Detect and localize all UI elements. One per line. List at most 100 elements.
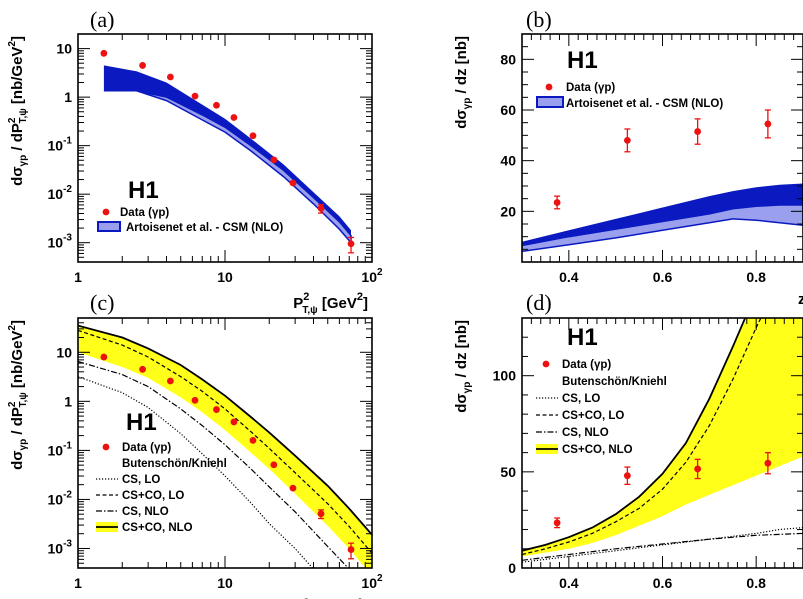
legend-entry: Data (γp): [562, 359, 611, 371]
ticks: [77, 317, 372, 569]
yellow-band: [78, 325, 372, 568]
y-tick-label-text: 10: [48, 491, 64, 507]
y-tick-label-sup: -3: [63, 538, 72, 549]
data-point: [623, 137, 631, 144]
data-point: [764, 459, 772, 467]
data-point: [100, 353, 108, 361]
x-tick-label-text: 10: [361, 269, 377, 285]
data-point: [694, 128, 702, 135]
theory-line-cs-co-nlo: [522, 318, 747, 552]
y-tick-label-text: 80: [500, 51, 516, 67]
data-point: [139, 365, 146, 373]
y-axis-label: dσγp / dP2T,ψ [nb/GeV2]: [7, 320, 29, 470]
ylabel-sub: γp: [18, 155, 29, 167]
ylabel-sup: 2: [7, 41, 18, 47]
data-point: [317, 510, 325, 518]
xlabel-part: [GeV: [318, 295, 357, 312]
legend-entry: Data (γp): [122, 442, 171, 454]
ylabel-part: ]: [9, 320, 26, 325]
plot-area: [522, 109, 803, 253]
y-tick-label: 1: [64, 89, 72, 105]
y-tick-label-text: 10: [56, 41, 72, 57]
experiment-label: H1: [567, 324, 598, 351]
ylabel-part: [nb/GeV: [9, 331, 26, 393]
data-point: [289, 179, 297, 187]
legend: H1 Data (γp) Butenschön/Kniehl CS, LO CS+CO,…: [96, 409, 227, 534]
x-tick-label: 0.8: [746, 269, 766, 285]
y-tick-label-text: 10: [56, 344, 72, 360]
xlabel-sup: 2: [357, 597, 363, 599]
ylabel-sub: γp: [462, 382, 473, 394]
x-tick-label-text: 0.8: [746, 269, 766, 285]
band-lower-light: [103, 90, 352, 245]
ylabel-part: / dz [nb]: [453, 320, 470, 382]
x-tick-label: 0.4: [559, 575, 579, 591]
y-tick-label: 10: [56, 344, 72, 360]
legend-entry: Data (γp): [120, 207, 169, 219]
data-point: [166, 73, 174, 81]
legend-entry: CS, LO: [122, 474, 160, 486]
y-tick-label-text: 50: [500, 464, 516, 480]
x-axis-label: z: [798, 597, 803, 599]
y-tick-label-sup: -2: [63, 184, 72, 195]
x-tick-label: 0.4: [559, 269, 579, 285]
x-tick-label-text: 0.8: [746, 575, 766, 591]
data-point: [694, 465, 702, 473]
ylabel-sub: γp: [18, 439, 29, 451]
x-axis-label: z: [798, 291, 803, 308]
panel-label: (d): [526, 290, 552, 315]
ylabel-sup: 2: [7, 401, 18, 407]
y-tick-label-text: 10: [48, 540, 64, 556]
data-point: [764, 120, 772, 128]
ylabel-sub: T,ψ: [18, 108, 29, 123]
y-tick-label-text: 60: [500, 102, 516, 118]
x-tick-label: 0.6: [653, 269, 673, 285]
legend-entry: CS+CO, LO: [562, 410, 624, 422]
data-point: [213, 101, 220, 109]
y-tick-label: 20: [500, 203, 516, 219]
ylabel-part: dσ: [9, 450, 26, 469]
y-tick-label-sup: -2: [63, 489, 72, 500]
panel-label: (a): [90, 7, 114, 32]
legend-entry: CS+CO, NLO: [562, 444, 633, 456]
xlabel-sup: 2: [357, 291, 363, 303]
plot-area: [78, 324, 372, 568]
data-point: [553, 519, 561, 527]
legend: H1 Data (γp) Artoisenet et al. - CSM (NLO): [97, 177, 283, 234]
y-tick-label-text: 20: [500, 203, 516, 219]
band-upper-dark: [103, 65, 352, 236]
data-point: [166, 377, 174, 385]
y-tick-label: 50: [500, 464, 516, 480]
panel-d: 0.4 0.6 0.8 0 50 100 (d) dσγp / dz [nb] z H1 Data …: [453, 290, 803, 599]
legend-title: Butenschön/Kniehl: [122, 458, 227, 470]
legend-entry: Artoisenet et al. - CSM (NLO): [566, 98, 723, 110]
data-point: [230, 418, 238, 426]
y-tick-label: 10-3: [48, 233, 73, 251]
x-tick-label-text: 1: [74, 269, 82, 285]
y-tick-label-text: 10: [48, 235, 64, 251]
y-tick-label: 100: [493, 368, 517, 384]
plot-area: [100, 49, 355, 254]
data-point: [347, 546, 355, 553]
ticks: [521, 317, 803, 569]
y-tick-label: 10-2: [48, 184, 73, 202]
legend-marker-data: [102, 208, 110, 216]
legend-marker-data: [102, 443, 110, 451]
x-tick-label-text: 10: [217, 575, 233, 591]
x-tick-label: 10: [217, 269, 233, 285]
data-point: [317, 204, 325, 212]
legend-entry: CS+CO, NLO: [122, 522, 193, 534]
x-tick-label: 1: [74, 269, 82, 285]
legend-marker-band: [536, 96, 564, 108]
ticks: [77, 33, 372, 263]
yellow-band: [522, 318, 803, 557]
ylabel-part: dσ: [453, 393, 470, 412]
x-tick-label-sup: 2: [377, 267, 383, 278]
y-tick-label: 40: [500, 153, 516, 169]
data-point: [230, 114, 238, 121]
data-point: [553, 199, 561, 206]
y-tick-label: 10-3: [48, 538, 73, 556]
y-tick-label: 0: [508, 560, 516, 576]
